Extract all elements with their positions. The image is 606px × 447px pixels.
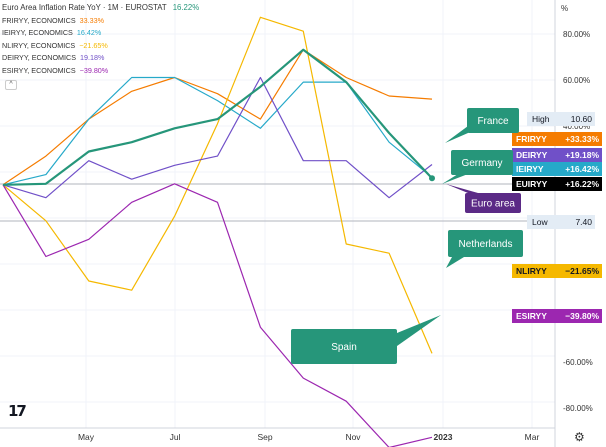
- price-label: DEIRYY +19.18%: [512, 148, 602, 162]
- callout-label: Spain: [331, 342, 357, 353]
- legend: Euro Area Inflation Rate YoY · 1M · EURO…: [2, 2, 199, 78]
- price-label: Low 7.40: [527, 215, 595, 229]
- legend-title-value: 16.22%: [172, 3, 200, 12]
- legend-item-label: DEIRYY, ECONOMICS: [2, 53, 77, 63]
- price-label-value: −21.65%: [565, 266, 599, 276]
- price-label-bg: [512, 162, 602, 176]
- price-label-bg: [527, 112, 595, 126]
- legend-item-value: 33.33%: [79, 15, 105, 25]
- legend-item[interactable]: FRIRYY, ECONOMICS 33.33%: [2, 15, 199, 28]
- price-label: NLIRYY −21.65%: [512, 264, 602, 278]
- legend-item-label: NLIRYY, ECONOMICS: [2, 40, 76, 50]
- callout-france: France: [445, 108, 519, 143]
- price-label: FRIRYY +33.33%: [512, 132, 602, 146]
- price-label-value: +33.33%: [565, 134, 599, 144]
- series-line-deiryy: [2, 76, 433, 199]
- price-label: ESIRYY −39.80%: [512, 309, 602, 323]
- y-axis-tick-label: 80.00%: [563, 30, 590, 39]
- legend-item[interactable]: NLIRYY, ECONOMICS −21.65%: [2, 40, 199, 53]
- callout-label: Euro area: [471, 199, 515, 210]
- price-label-name: IEIRYY: [516, 164, 544, 174]
- series-line-nliryy: [2, 16, 433, 354]
- price-label-bg: [527, 215, 595, 229]
- price-label-value: +19.18%: [565, 150, 599, 160]
- price-label-value: +16.22%: [565, 179, 599, 189]
- price-label-name: EUIRYY: [516, 179, 548, 189]
- callout-box: [467, 108, 519, 133]
- legend-item-value: 16.42%: [76, 28, 102, 38]
- price-label-bg: [512, 177, 602, 191]
- y-axis-tick-label: 40.00%: [563, 122, 590, 131]
- callout-box: [291, 329, 397, 364]
- y-axis-tick-label: -60.00%: [563, 358, 593, 367]
- callout-label: France: [477, 116, 509, 127]
- price-label: High 10.60: [527, 112, 595, 126]
- x-axis-tick-label: Jul: [170, 432, 181, 442]
- collapse-legend-icon[interactable]: ^: [5, 80, 17, 90]
- price-label-name: Low: [532, 217, 548, 227]
- legend-item-label: IEIRYY, ECONOMICS: [2, 28, 73, 38]
- callout-pointer: [445, 126, 468, 143]
- callout-spain: Spain: [291, 315, 441, 364]
- x-axis-tick-label: May: [78, 432, 95, 442]
- price-label-bg: [512, 132, 602, 146]
- x-axis-tick-label: Nov: [345, 432, 361, 442]
- callout-box: [448, 230, 523, 257]
- y-axis-unit-label: %: [561, 4, 568, 13]
- tradingview-logo: 17: [8, 402, 27, 420]
- price-label-value: 10.60: [571, 114, 593, 124]
- price-label: EUIRYY +16.22%: [512, 177, 602, 191]
- legend-title: Euro Area Inflation Rate YoY · 1M · EURO…: [2, 3, 167, 12]
- legend-item-label: ESIRYY, ECONOMICS: [2, 65, 76, 75]
- callout-pointer: [446, 257, 464, 268]
- legend-item-value: 19.18%: [80, 53, 105, 63]
- x-axis-tick-label: Mar: [525, 432, 540, 442]
- legend-item-label: FRIRYY, ECONOMICS: [2, 15, 76, 25]
- settings-gear-icon[interactable]: ⚙: [574, 430, 585, 444]
- callout-label: Netherlands: [459, 239, 513, 250]
- legend-item[interactable]: IEIRYY, ECONOMICS 16.42%: [2, 27, 199, 40]
- callout-germany: Germany: [442, 150, 513, 184]
- price-label-value: 7.40: [575, 217, 592, 227]
- callout-euro-area: Euro area: [446, 184, 521, 213]
- euro-area-end-point: [429, 175, 435, 182]
- series-line-esiryy: [2, 183, 433, 447]
- legend-item[interactable]: ESIRYY, ECONOMICS −39.80%: [2, 65, 199, 78]
- price-label-bg: [512, 309, 602, 323]
- callout-pointer: [442, 174, 468, 184]
- callout-box: [451, 150, 513, 175]
- series-line-friryy: [2, 49, 433, 186]
- price-label-value: −39.80%: [565, 311, 599, 321]
- legend-item-value: −21.65%: [79, 40, 108, 50]
- callout-netherlands: Netherlands: [446, 230, 523, 268]
- price-label-name: High: [532, 114, 550, 124]
- callout-label: Germany: [461, 158, 502, 169]
- callout-pointer: [397, 315, 441, 346]
- price-label-name: ESIRYY: [516, 311, 547, 321]
- legend-item-value: −39.80%: [79, 65, 109, 75]
- price-label-value: +16.42%: [565, 164, 599, 174]
- price-label-bg: [512, 264, 602, 278]
- x-axis-tick-label: 2023: [434, 432, 453, 442]
- x-axis-tick-label: Sep: [257, 432, 272, 442]
- series-line-ieiryy: [2, 76, 433, 186]
- price-label-name: DEIRYY: [516, 150, 548, 160]
- price-label-name: FRIRYY: [516, 134, 547, 144]
- callout-pointer: [446, 184, 478, 193]
- price-label: IEIRYY +16.42%: [512, 162, 602, 176]
- price-label-name: NLIRYY: [516, 266, 547, 276]
- legend-item[interactable]: DEIRYY, ECONOMICS 19.18%: [2, 52, 199, 65]
- y-axis-tick-label: 60.00%: [563, 76, 590, 85]
- callout-box: [465, 193, 521, 213]
- price-label-bg: [512, 148, 602, 162]
- series-line-euiryy: [2, 48, 433, 186]
- y-axis-tick-label: -80.00%: [563, 404, 593, 413]
- legend-title-row: Euro Area Inflation Rate YoY · 1M · EURO…: [2, 2, 199, 15]
